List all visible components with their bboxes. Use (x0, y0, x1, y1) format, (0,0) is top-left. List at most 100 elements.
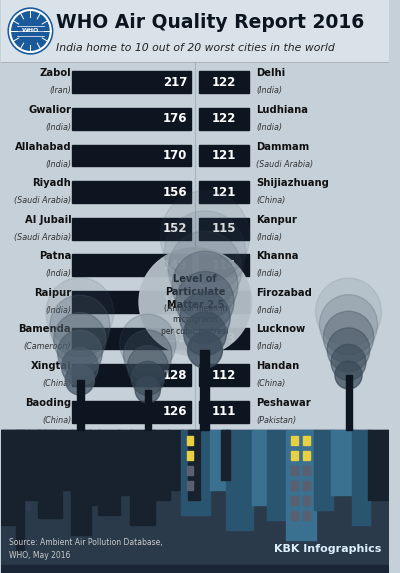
Circle shape (128, 346, 168, 387)
Text: Patna: Patna (39, 252, 71, 261)
Text: Peshawar: Peshawar (256, 398, 311, 408)
Bar (72, 328, 192, 350)
Bar (1, 430, 389, 573)
Circle shape (58, 330, 102, 376)
Circle shape (172, 251, 238, 319)
Text: 115: 115 (212, 222, 236, 235)
Bar (89, 430, 100, 505)
Text: (India): (India) (256, 306, 282, 315)
Text: 122: 122 (212, 76, 236, 89)
Bar (199, 328, 249, 350)
Text: 111: 111 (212, 405, 236, 418)
Text: Shijiazhuang: Shijiazhuang (256, 178, 329, 188)
Bar (16, 430, 24, 550)
Text: Khanna: Khanna (256, 252, 299, 261)
Circle shape (62, 347, 98, 386)
Text: 176: 176 (163, 112, 188, 125)
Text: (China): (China) (256, 196, 286, 205)
Bar (199, 71, 249, 93)
Bar (346, 375, 352, 430)
Bar (168, 430, 183, 490)
Text: (Saudi Arabia): (Saudi Arabia) (14, 233, 71, 242)
Circle shape (54, 312, 106, 367)
Circle shape (50, 295, 110, 357)
Bar (303, 481, 310, 490)
Text: Firozabad: Firozabad (256, 288, 312, 298)
Bar (291, 466, 298, 475)
Text: (India): (India) (45, 123, 71, 132)
Bar (210, 430, 229, 490)
Bar (186, 451, 193, 460)
Text: 122: 122 (212, 112, 236, 125)
Text: 132: 132 (163, 332, 188, 345)
Text: Xingtai: Xingtai (30, 361, 71, 371)
Bar (153, 430, 170, 500)
Bar (199, 401, 249, 423)
Bar (286, 430, 316, 540)
Circle shape (8, 8, 53, 54)
Text: 113: 113 (212, 332, 236, 345)
Text: (Annual mean in
micrograms
per cubic metres): (Annual mean in micrograms per cubic met… (162, 304, 229, 336)
Text: (India): (India) (45, 159, 71, 168)
Text: Zabol: Zabol (40, 68, 71, 79)
Bar (72, 108, 192, 130)
Bar (145, 390, 151, 430)
Text: India home to 10 out of 20 worst cities in the world: India home to 10 out of 20 worst cities … (56, 43, 335, 53)
Text: Handan: Handan (256, 361, 300, 371)
Bar (72, 291, 192, 313)
Text: (China): (China) (42, 415, 71, 425)
Text: (China): (China) (256, 379, 286, 388)
Bar (291, 496, 298, 505)
Text: Ludhiana: Ludhiana (256, 105, 308, 115)
Bar (186, 466, 193, 475)
Text: 113: 113 (212, 296, 236, 308)
Bar (226, 430, 254, 530)
Bar (44, 430, 56, 470)
Bar (291, 436, 298, 445)
Circle shape (124, 330, 172, 380)
Text: 149: 149 (163, 259, 188, 272)
Text: WHO: WHO (22, 29, 39, 33)
Bar (199, 254, 249, 276)
Text: Level of
Particulate
Matter 2.5: Level of Particulate Matter 2.5 (165, 274, 226, 309)
Bar (303, 466, 310, 475)
Text: Gwalior: Gwalior (28, 105, 71, 115)
Bar (118, 430, 132, 495)
Text: (Pakistan): (Pakistan) (256, 415, 296, 425)
Bar (1, 565, 389, 573)
Text: 128: 128 (163, 368, 188, 382)
Bar (1, 0, 389, 62)
Bar (291, 481, 298, 490)
Circle shape (180, 292, 230, 344)
Bar (331, 430, 355, 495)
Bar (368, 430, 389, 500)
Text: Bamenda: Bamenda (18, 324, 71, 335)
Circle shape (164, 211, 246, 295)
Bar (303, 436, 310, 445)
Text: (Saudi Arabia): (Saudi Arabia) (256, 159, 314, 168)
Text: Lucknow: Lucknow (256, 324, 306, 335)
Circle shape (184, 312, 226, 356)
Bar (220, 430, 230, 480)
Text: 112: 112 (212, 368, 236, 382)
Text: (India): (India) (45, 306, 71, 315)
Circle shape (17, 17, 44, 45)
Bar (72, 144, 192, 167)
Text: 114: 114 (212, 259, 236, 272)
Text: 217: 217 (163, 76, 188, 89)
Text: Allahabad: Allahabad (14, 142, 71, 151)
Bar (186, 436, 193, 445)
Bar (291, 451, 298, 460)
Bar (71, 430, 90, 535)
Text: Riyadh: Riyadh (32, 178, 71, 188)
Bar (186, 481, 193, 490)
Bar (267, 430, 288, 520)
Bar (199, 364, 249, 386)
Text: (Cameroon): (Cameroon) (24, 343, 71, 351)
Bar (28, 430, 46, 485)
Text: Baoding: Baoding (25, 398, 71, 408)
Text: (India): (India) (256, 343, 282, 351)
Text: (India): (India) (256, 233, 282, 242)
Text: Source: Ambient Air Pollution Database,
WHO, May 2016: Source: Ambient Air Pollution Database, … (9, 538, 163, 560)
Bar (38, 430, 62, 518)
